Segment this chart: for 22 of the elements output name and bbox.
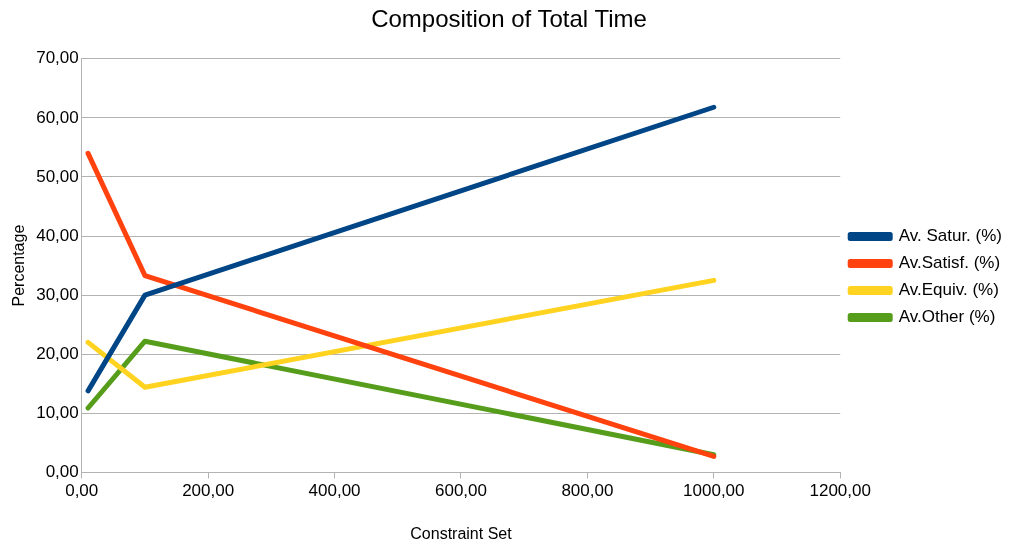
y-tick-label: 60,00 (36, 107, 79, 127)
x-tick-label: 0,00 (65, 481, 99, 501)
x-tick-label: 1200,00 (809, 481, 871, 501)
x-tick-label: 1000,00 (683, 481, 745, 501)
y-tick-label: 40,00 (36, 225, 79, 245)
legend-label: Av.Equiv. (%) (898, 280, 999, 300)
x-tick-label: 600,00 (434, 481, 487, 501)
legend-label: Av.Other (%) (898, 307, 996, 327)
x-tick-label: 200,00 (182, 481, 235, 501)
y-tick-label: 0,00 (45, 462, 79, 482)
y-tick-label: 50,00 (36, 166, 79, 186)
legend-label: Av. Satur. (%) (898, 226, 1002, 246)
y-tick-label: 30,00 (36, 284, 79, 304)
x-tick-label: 800,00 (561, 481, 614, 501)
legend-label: Av.Satisf. (%) (898, 253, 1001, 273)
y-axis-title: Percentage (10, 224, 28, 307)
x-tick-label: 400,00 (308, 481, 361, 501)
y-tick-label: 20,00 (36, 343, 79, 363)
x-axis-title: Constraint Set (410, 524, 513, 542)
chart-title: Composition of Total Time (371, 5, 647, 33)
y-tick-label: 10,00 (36, 403, 79, 422)
y-tick-label: 70,00 (36, 48, 79, 68)
